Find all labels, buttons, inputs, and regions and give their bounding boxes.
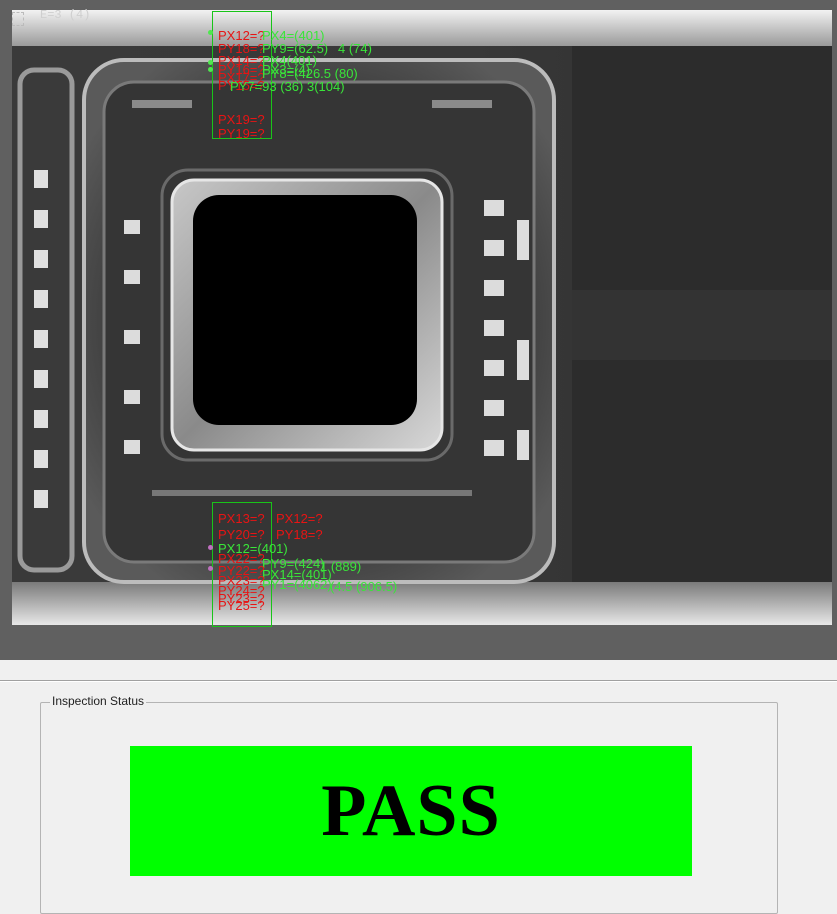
- overlay-label: PY23=?: [218, 591, 265, 606]
- overlay-label: PX23=?: [218, 573, 265, 588]
- overlay-label: 4 (74): [338, 41, 372, 56]
- overlay-label: PX17=?: [218, 70, 265, 85]
- overlay-label: (4.5 (906.5): [330, 579, 398, 594]
- camera-image: [12, 10, 832, 625]
- frame-indicator-icon: [12, 12, 24, 26]
- inspection-image-graphic: [12, 10, 832, 625]
- overlay-label: PY18=?: [218, 41, 265, 56]
- panel-separator: [0, 680, 837, 681]
- overlay-label: PY25=?: [218, 598, 265, 613]
- overlay-label: PX12=?: [218, 28, 265, 43]
- camera-viewer: E=3 (4) PX12=? PX4=(401) PY18=? PY9=(62.…: [0, 0, 837, 660]
- overlay-label: PX14=?: [218, 53, 265, 68]
- bottom-roi-point: [208, 545, 213, 550]
- frame-label: E=3 (4): [40, 8, 91, 22]
- overlay-label: PX4=(401): [262, 28, 325, 43]
- overlay-label: PX12=(401): [218, 541, 288, 556]
- inspection-status-indicator: PASS: [130, 746, 692, 876]
- overlay-label: PY16=?: [218, 62, 265, 77]
- top-roi-box[interactable]: [212, 11, 272, 139]
- status-text: PASS: [321, 769, 501, 852]
- overlay-label: PX13=?: [218, 511, 265, 526]
- overlay-label: PY18=?: [276, 527, 323, 542]
- overlay-label: PX12=?: [276, 511, 323, 526]
- panel-separator-highlight: [0, 681, 837, 682]
- overlay-label: PY19=?: [218, 126, 265, 141]
- overlay-label: PY15=?: [218, 78, 265, 93]
- bottom-roi-point: [208, 566, 213, 571]
- overlay-label: PY20=?: [218, 527, 265, 542]
- overlay-label: PY22=?: [218, 563, 265, 578]
- overlay-label: PY9=(62.5): [262, 41, 329, 56]
- top-roi-point: [208, 67, 213, 72]
- overlay-label: PY8=(426.5 (80): [262, 66, 358, 81]
- overlay-label: PX14=(401): [262, 567, 332, 582]
- top-roi-point: [208, 30, 213, 35]
- overlay-label: PY9=(424): [262, 556, 325, 571]
- overlay-label: 1 (889): [320, 559, 362, 574]
- top-roi-point: [208, 60, 213, 65]
- bottom-roi-box[interactable]: [212, 502, 272, 627]
- overlay-label: PY24=?: [218, 583, 265, 598]
- inspection-status-title: Inspection Status: [50, 694, 147, 708]
- overlay-label: PY1=(4062): [262, 577, 332, 592]
- overlay-label: PX22=?: [218, 551, 265, 566]
- overlay-label: PX19=?: [218, 112, 265, 127]
- overlay-label: PY7=93 (36) 3(104): [230, 79, 345, 94]
- overlay-label: PX3=(4): [262, 62, 311, 77]
- overlay-label: PX4(401): [262, 53, 317, 68]
